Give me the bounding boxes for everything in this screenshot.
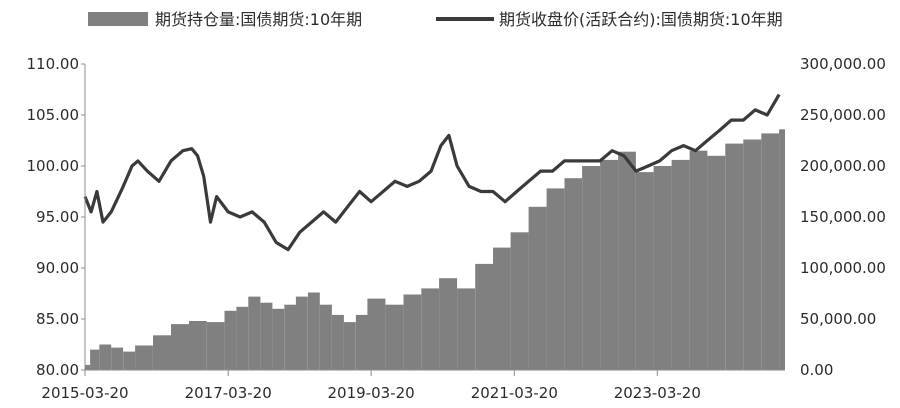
right-axis-tick-label: 150,000.00	[800, 208, 886, 226]
left-axis-tick-label: 80.00	[36, 361, 79, 379]
open-interest-bar	[224, 310, 237, 370]
left-axis-tick-label: 110.00	[27, 55, 80, 73]
left-axis-tick-label: 90.00	[36, 259, 79, 277]
open-interest-bar	[725, 143, 744, 370]
open-interest-bar	[355, 314, 368, 370]
right-axis-tick-label: 100,000.00	[800, 259, 886, 277]
open-interest-bar	[403, 294, 422, 370]
open-interest-bar	[707, 155, 726, 370]
open-interest-bar	[111, 347, 124, 370]
open-interest-bar	[385, 304, 404, 370]
open-interest-bar	[546, 188, 565, 370]
open-interest-bar	[343, 322, 356, 370]
open-interest-bar	[206, 322, 225, 370]
axes: 80.00 85.00 90.00 95.00 100.00 105.00 110.00 0…	[27, 55, 886, 402]
x-axis-tick-label: 2017-03-20	[185, 384, 272, 402]
left-axis-tick-label: 100.00	[27, 157, 80, 175]
left-axis-tick-label: 95.00	[36, 208, 79, 226]
open-interest-bar	[653, 166, 672, 370]
x-axis-tick-label: 2023-03-20	[614, 384, 701, 402]
right-axis-ticks: 0.00 50,000.00 100,000.00 150,000.00 200,000…	[800, 55, 886, 379]
x-axis-tick-label: 2015-03-20	[41, 384, 128, 402]
legend-bar-label: 期货持仓量:国债期货:10年期	[155, 10, 362, 29]
open-interest-bar	[493, 247, 511, 370]
right-axis-tick-label: 0.00	[800, 361, 833, 379]
legend-line-label: 期货收盘价(活跃合约):国债期货:10年期	[499, 10, 783, 29]
open-interest-bar	[123, 351, 136, 370]
open-interest-bar	[618, 151, 636, 370]
legend-bar-swatch	[88, 12, 148, 26]
open-interest-bar	[439, 278, 458, 370]
open-interest-bar	[272, 308, 285, 370]
open-interest-bar	[421, 288, 440, 370]
open-interest-bar	[761, 133, 780, 370]
open-interest-bar	[636, 172, 654, 370]
open-interest-bar	[457, 288, 476, 370]
open-interest-bar	[689, 150, 708, 370]
open-interest-bar	[564, 178, 583, 370]
legend: 期货持仓量:国债期货:10年期 期货收盘价(活跃合约):国债期货:10年期	[88, 10, 783, 29]
open-interest-bar	[600, 159, 619, 370]
x-axis-tick-label: 2019-03-20	[328, 384, 415, 402]
right-axis-tick-label: 50,000.00	[800, 310, 876, 328]
open-interest-bar	[671, 159, 690, 370]
open-interest-bar	[510, 232, 529, 370]
open-interest-bar	[189, 321, 207, 370]
open-interest-bar	[582, 166, 601, 370]
open-interest-bar	[90, 349, 100, 370]
open-interest-bar	[307, 292, 320, 370]
open-interest-bar	[295, 296, 308, 370]
price-line	[83, 93, 781, 252]
open-interest-bar	[260, 302, 273, 370]
left-axis-tick-label: 105.00	[27, 106, 80, 124]
open-interest-bar	[367, 298, 386, 370]
left-axis-tick-label: 85.00	[36, 310, 79, 328]
open-interest-bar	[284, 304, 296, 370]
open-interest-bar	[236, 306, 249, 370]
right-axis-tick-label: 250,000.00	[800, 106, 886, 124]
open-interest-bar	[332, 314, 344, 370]
x-axis-ticks: 2015-03-20 2017-03-20 2019-03-20 2021-03-20…	[41, 370, 701, 402]
plot-area	[83, 93, 785, 370]
open-interest-bar	[135, 345, 153, 370]
open-interest-bar	[99, 344, 112, 370]
open-interest-bar	[779, 129, 785, 370]
right-axis-tick-label: 300,000.00	[800, 55, 886, 73]
open-interest-bar	[171, 324, 189, 370]
open-interest-bar	[475, 263, 493, 370]
open-interest-bar	[85, 364, 91, 370]
right-axis-tick-label: 200,000.00	[800, 157, 886, 175]
x-axis-tick-label: 2021-03-20	[471, 384, 558, 402]
open-interest-bar	[248, 296, 261, 370]
open-interest-bar	[528, 206, 547, 370]
open-interest-bar	[153, 335, 171, 370]
left-axis-ticks: 80.00 85.00 90.00 95.00 100.00 105.00 110.00	[27, 55, 85, 379]
open-interest-bars	[85, 129, 785, 370]
open-interest-bar	[319, 304, 332, 370]
open-interest-bar	[743, 139, 762, 370]
